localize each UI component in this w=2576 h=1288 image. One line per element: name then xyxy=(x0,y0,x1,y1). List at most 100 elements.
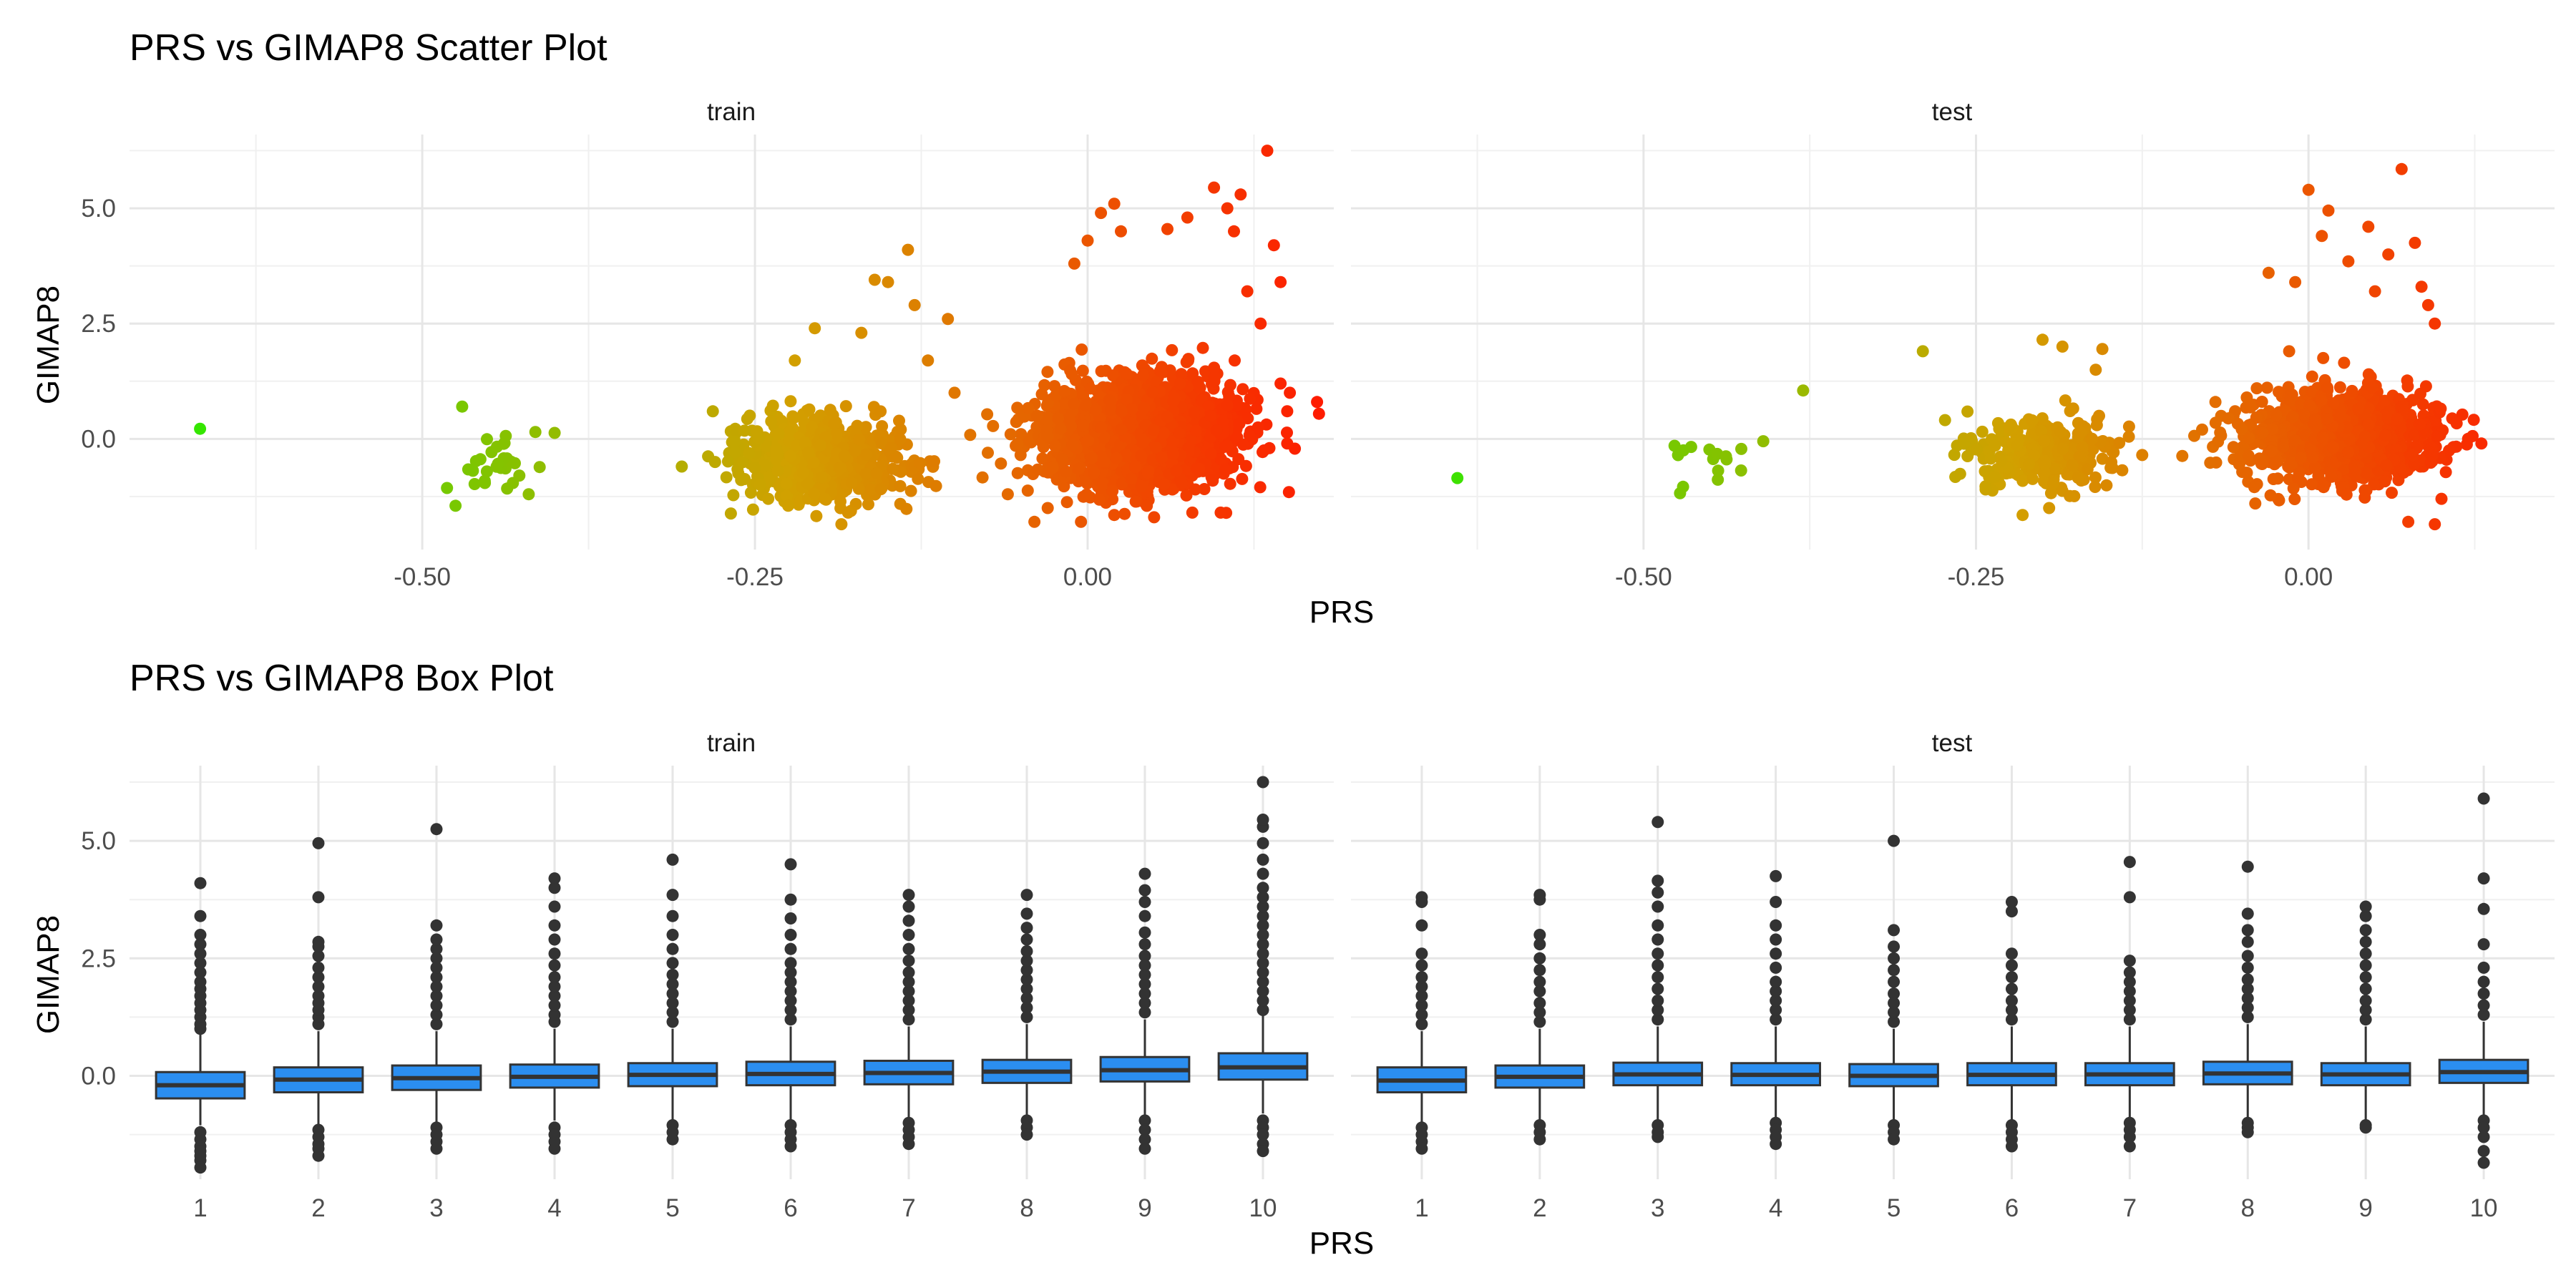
box-outlier xyxy=(2477,902,2490,915)
box-x-tick-label: 5 xyxy=(665,1194,679,1222)
scatter-point xyxy=(784,395,797,408)
box-outlier xyxy=(784,942,797,955)
box-9 xyxy=(1099,867,1191,1155)
scatter-point xyxy=(2431,430,2444,443)
scatter-point xyxy=(1267,239,1280,252)
box-outlier xyxy=(194,975,207,988)
scatter-point xyxy=(995,457,1008,470)
scatter-point xyxy=(2467,414,2480,426)
scatter-point xyxy=(1677,444,1690,457)
scatter-point xyxy=(2415,280,2428,293)
scatter-point xyxy=(1105,404,1118,416)
box-x-tick-label: 3 xyxy=(429,1194,443,1222)
box-outlier xyxy=(2123,994,2136,1007)
scatter-point xyxy=(2056,442,2069,455)
scatter-points xyxy=(194,145,1325,531)
scatter-point xyxy=(1984,452,1997,465)
scatter-point xyxy=(912,472,924,485)
scatter-point xyxy=(2435,492,2448,505)
scatter-point xyxy=(2026,414,2039,426)
scatter-point xyxy=(2358,491,2371,504)
scatter-point xyxy=(2136,449,2149,462)
box-outlier xyxy=(1770,985,1782,997)
box-outlier xyxy=(312,836,325,849)
box-outlier xyxy=(1770,975,1782,988)
box-outlier xyxy=(1533,889,1546,902)
scatter-point xyxy=(806,421,819,434)
scatter-point xyxy=(859,448,872,461)
scatter-point xyxy=(1224,477,1236,490)
box-outlier xyxy=(2241,982,2254,995)
box-outlier xyxy=(1257,867,1269,880)
scatter-point xyxy=(1095,365,1108,378)
scatter-point xyxy=(1254,317,1267,330)
scatter-point xyxy=(976,471,989,484)
scatter-point xyxy=(1989,439,2001,452)
box-outlier xyxy=(548,971,561,984)
scatter-point xyxy=(894,423,907,436)
box-outlier xyxy=(2241,1010,2254,1023)
box-outlier xyxy=(2123,856,2136,869)
scatter-point xyxy=(2248,481,2260,494)
scatter-point xyxy=(1174,377,1186,390)
scatter-point xyxy=(2346,384,2358,397)
scatter-point xyxy=(876,420,889,433)
scatter-point xyxy=(1206,474,1219,487)
box-outlier xyxy=(1138,867,1151,880)
scatter-point xyxy=(1136,479,1148,492)
scatter-point xyxy=(1106,484,1119,497)
box-outlier xyxy=(2123,1004,2136,1016)
scatter-point xyxy=(1938,414,1951,426)
scatter-point xyxy=(449,499,462,512)
scatter-point xyxy=(981,408,994,421)
box-outlier xyxy=(2005,982,2018,995)
scatter-point xyxy=(1048,380,1061,393)
scatter-point xyxy=(887,462,899,475)
box-outlier xyxy=(548,980,561,993)
scatter-point xyxy=(2255,458,2268,470)
scatter-point xyxy=(2268,458,2281,471)
box-outlier xyxy=(1652,1004,1664,1016)
box-outlier xyxy=(2005,971,2018,984)
scatter-point xyxy=(1254,481,1267,494)
scatter-point xyxy=(2270,409,2283,421)
scatter-point xyxy=(2243,431,2255,444)
box-outlier xyxy=(548,999,561,1012)
scatter-point xyxy=(2321,381,2333,394)
scatter-point xyxy=(1189,424,1202,437)
scatter-point xyxy=(894,433,907,446)
scatter-point xyxy=(1311,396,1324,409)
scatter-point xyxy=(1228,225,1240,238)
box-outlier xyxy=(1257,994,1269,1007)
box-outlier xyxy=(2359,1004,2372,1016)
scatter-point xyxy=(810,509,823,522)
box-outlier xyxy=(2359,900,2372,913)
scatter-x-tick-label: 0.00 xyxy=(2284,563,2333,591)
scatter-point xyxy=(1004,428,1017,441)
scatter-point xyxy=(1797,384,1810,397)
box-outlier xyxy=(1533,1015,1546,1028)
box-outlier xyxy=(2477,1008,2490,1021)
scatter-point xyxy=(1041,411,1054,424)
scatter-point xyxy=(1735,442,1747,455)
scatter-point xyxy=(2294,398,2307,411)
scatter-point xyxy=(1236,472,1249,485)
scatter-point xyxy=(1221,202,1234,215)
box-outlier xyxy=(312,961,325,974)
scatter-point xyxy=(2285,389,2298,401)
scatter-point xyxy=(2327,441,2340,454)
box-plot-title: PRS vs GIMAP8 Box Plot xyxy=(130,658,554,699)
box-7 xyxy=(863,889,955,1151)
scatter-point xyxy=(2395,162,2408,175)
box-outlier xyxy=(2359,1121,2372,1134)
scatter-point xyxy=(2317,481,2330,494)
scatter-panel-test-strip: test xyxy=(1932,98,1973,126)
box-outlier xyxy=(1138,968,1151,981)
scatter-point xyxy=(2429,518,2441,531)
box-outlier xyxy=(548,1008,561,1021)
box-outlier xyxy=(1652,971,1664,984)
scatter-point xyxy=(1201,400,1214,413)
scatter-point xyxy=(2076,441,2089,454)
scatter-point xyxy=(2196,423,2208,436)
box-outlier xyxy=(902,914,915,927)
